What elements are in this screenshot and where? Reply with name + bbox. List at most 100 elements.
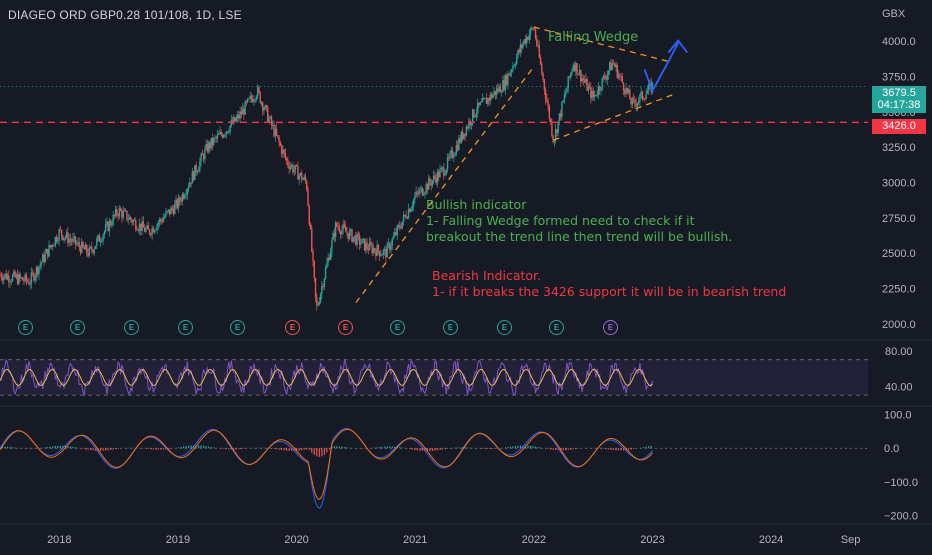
candle-body — [527, 37, 528, 40]
candle-body — [407, 218, 408, 219]
candle-body — [236, 118, 237, 121]
candle-body — [277, 135, 278, 137]
candle-body — [563, 101, 564, 102]
candle-body — [9, 282, 10, 283]
candle-body — [81, 242, 82, 253]
candle-body — [227, 131, 228, 132]
candle-body — [125, 210, 126, 211]
macd-hist-bar — [520, 445, 521, 448]
candle-body — [268, 118, 269, 121]
candle-body — [314, 261, 315, 278]
macd-hist-bar — [419, 448, 420, 450]
macd-hist-bar — [628, 448, 629, 450]
candle-body — [369, 242, 370, 250]
earnings-marker-icon[interactable]: E — [603, 320, 618, 335]
macd-hist-bar — [52, 446, 53, 448]
candle-body — [503, 80, 504, 89]
candle-body — [161, 220, 162, 221]
candle-body — [213, 138, 214, 145]
macd-signal-line — [0, 429, 653, 499]
macd-hist-bar — [341, 447, 342, 448]
candle-body — [84, 247, 85, 250]
macd-hist-bar — [190, 445, 191, 448]
candle-body — [540, 57, 541, 64]
macd-hist-bar — [289, 448, 290, 451]
macd-hist-bar — [384, 447, 385, 449]
candle-body — [491, 94, 492, 98]
macd-hist-bar — [115, 448, 116, 449]
macd-hist-bar — [241, 448, 242, 449]
candle-body — [359, 236, 360, 245]
bullish-line-1: 1- Falling Wedge formed need to check if… — [426, 213, 695, 229]
candle-body — [599, 86, 600, 90]
macd-hist-bar — [527, 446, 528, 449]
candle-body — [287, 160, 288, 165]
candle-body — [38, 267, 39, 275]
earnings-marker-icon[interactable]: E — [549, 320, 564, 335]
candle-body — [632, 98, 633, 104]
candle-body — [290, 167, 291, 170]
macd-hist-bar — [183, 446, 184, 448]
candle-body — [124, 210, 125, 211]
candle-body — [495, 91, 496, 95]
candle-body — [605, 78, 606, 79]
candle-body — [143, 221, 144, 227]
candle-body — [129, 217, 130, 220]
earnings-marker-icon[interactable]: E — [18, 320, 33, 335]
earnings-marker-icon[interactable]: E — [285, 320, 300, 335]
candle-body — [536, 38, 537, 45]
earnings-marker-icon[interactable]: E — [70, 320, 85, 335]
candle-body — [248, 98, 249, 99]
macd-hist-bar — [319, 448, 320, 457]
candle-body — [483, 98, 484, 99]
candle-body — [18, 274, 19, 284]
candle-body — [418, 193, 419, 194]
candle-body — [101, 241, 102, 242]
rsi-tick-label: 40.00 — [885, 381, 913, 393]
earnings-marker-icon[interactable]: E — [497, 320, 512, 335]
candle-body — [589, 87, 590, 88]
candle-body — [618, 75, 619, 78]
candle-body — [643, 99, 644, 100]
bullish-line-2: breakout the trend line then trend will … — [426, 229, 732, 245]
macd-hist-bar — [460, 447, 461, 448]
earnings-marker-icon[interactable]: E — [390, 320, 405, 335]
candle-body — [316, 297, 317, 305]
macd-hist-bar — [334, 446, 335, 448]
macd-hist-bar — [160, 448, 161, 449]
candle-body — [92, 250, 93, 252]
candle-body — [21, 278, 22, 279]
earnings-marker-icon[interactable]: E — [338, 320, 353, 335]
candle-body — [260, 92, 261, 103]
candle-body — [169, 210, 170, 215]
earnings-marker-icon[interactable]: E — [443, 320, 458, 335]
candle-body — [541, 64, 542, 73]
earnings-marker-icon[interactable]: E — [230, 320, 245, 335]
macd-hist-bar — [377, 447, 378, 448]
macd-hist-bar — [339, 446, 340, 448]
candle-body — [531, 28, 532, 29]
candle-body — [403, 215, 404, 222]
candle-body — [395, 232, 396, 235]
earnings-marker-icon[interactable]: E — [124, 320, 139, 335]
candle-body — [114, 215, 115, 216]
candle-body — [173, 209, 174, 214]
macd-hist-bar — [429, 448, 430, 451]
candle-body — [463, 134, 464, 139]
candle-body — [60, 229, 61, 230]
candle-body — [613, 63, 614, 64]
candle-body — [452, 151, 453, 158]
candle-body — [138, 230, 139, 231]
candle-body — [188, 187, 189, 189]
macd-hist-bar — [610, 448, 611, 450]
macd-hist-bar — [113, 448, 114, 449]
candle-body — [29, 284, 30, 285]
candle-body — [436, 178, 437, 183]
candle-body — [66, 232, 67, 237]
candle-body — [361, 239, 362, 243]
candle-body — [322, 286, 323, 287]
candle-body — [68, 239, 69, 243]
candle-body — [615, 65, 616, 67]
candle-body — [175, 200, 176, 205]
earnings-marker-icon[interactable]: E — [178, 320, 193, 335]
